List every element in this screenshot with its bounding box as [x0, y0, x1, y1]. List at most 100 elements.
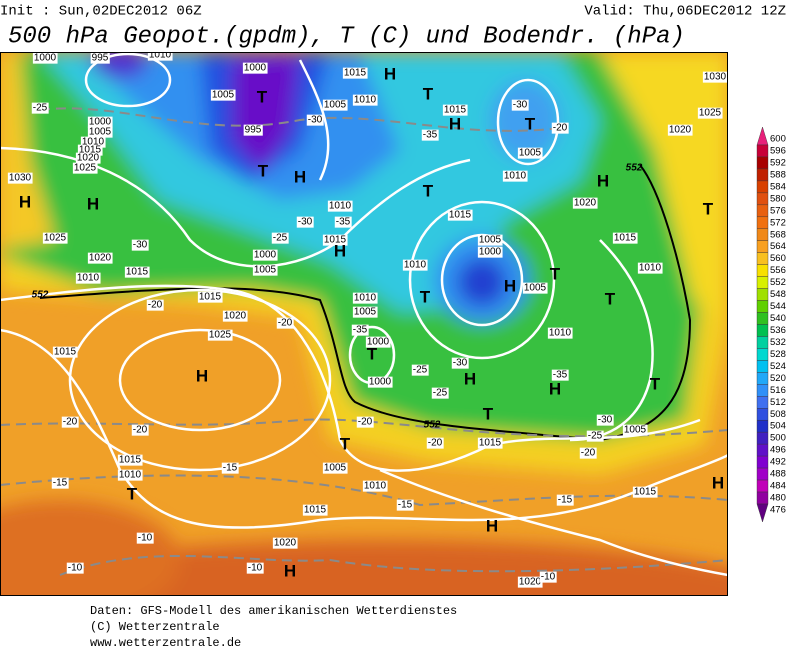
- label-box: [222, 310, 248, 322]
- label-box: [522, 282, 548, 294]
- colorbar-swatch: [756, 180, 769, 194]
- label-box: [42, 232, 68, 244]
- colorbar-label: 484: [770, 481, 786, 492]
- contour-label: -10: [138, 533, 153, 544]
- contour-label: 1005: [624, 425, 647, 436]
- colorbar-swatch: [756, 204, 769, 217]
- contour-label: 1020: [89, 253, 112, 264]
- colorbar-label: 552: [770, 277, 786, 288]
- colorbar-label: 504: [770, 421, 786, 432]
- label-box: [271, 232, 289, 244]
- colorbar-label: 524: [770, 361, 786, 372]
- contour-label: 1015: [119, 455, 142, 466]
- contour-label: -15: [223, 463, 238, 474]
- contour-label: -25: [433, 388, 448, 399]
- contour-label: -20: [553, 123, 568, 134]
- contour-label: 1010: [77, 273, 100, 284]
- label-box: [90, 52, 110, 64]
- pressure-center: H: [486, 516, 498, 535]
- label-box: [242, 62, 268, 74]
- label-box: [52, 346, 78, 358]
- label-box: [365, 336, 391, 348]
- label-box: [66, 562, 84, 574]
- label-box: [117, 454, 143, 466]
- pressure-center: H: [196, 366, 208, 385]
- colorbar-swatch: [756, 288, 769, 301]
- footer-line: (C) Wetterzentrale: [90, 620, 220, 634]
- label-box: [322, 462, 348, 474]
- label-box: [327, 200, 353, 212]
- label-box: [306, 114, 324, 126]
- colorbar-label: 568: [770, 229, 786, 240]
- footer-line: www.wetterzentrale.de: [90, 636, 241, 648]
- colorbar-label: 560: [770, 253, 786, 264]
- label-box: [75, 272, 101, 284]
- contour-label: 1020: [519, 577, 542, 588]
- label-box: [517, 147, 543, 159]
- colorbar-swatch: [756, 216, 769, 229]
- contour-label: 1020: [669, 125, 692, 136]
- label-box: [477, 437, 503, 449]
- label-box: [87, 126, 113, 138]
- colorbar-swatch: [756, 443, 769, 457]
- contour-label: -10: [68, 563, 83, 574]
- label-box: [147, 52, 173, 61]
- label-box: [352, 292, 378, 304]
- colorbar-swatch: [756, 228, 769, 241]
- colorbar-label: 488: [770, 469, 786, 480]
- colorbar-label: 528: [770, 349, 786, 360]
- colorbar-swatch: [756, 312, 769, 325]
- pressure-center: T: [525, 114, 536, 133]
- colorbar-label: 544: [770, 301, 786, 312]
- contour-label: 1015: [614, 233, 637, 244]
- contour-label: 1005: [89, 127, 112, 138]
- map-title: 500 hPa Geopot.(gpdm), T (C) und Bodendr…: [8, 23, 685, 50]
- colorbar-swatch: [756, 336, 769, 349]
- label-box: [556, 494, 574, 506]
- pressure-center: H: [384, 64, 396, 83]
- label-box: [402, 259, 428, 271]
- label-box: [572, 197, 598, 209]
- label-box: [426, 437, 444, 449]
- contour-label: 995: [92, 53, 109, 64]
- contour-label: 1005: [254, 265, 277, 276]
- colorbar-label: 516: [770, 385, 786, 396]
- label-box: [252, 249, 278, 261]
- contour-label: -20: [358, 417, 373, 428]
- contour-label: 1020: [224, 311, 247, 322]
- label-box: [547, 327, 573, 339]
- contour-label: 1015: [444, 105, 467, 116]
- contour-label: -30: [513, 100, 528, 111]
- contour-label: 1005: [354, 307, 377, 318]
- label-box: [351, 324, 369, 336]
- label-box: [362, 480, 388, 492]
- label-box: [356, 416, 374, 428]
- label-box: [334, 216, 352, 228]
- label-box: [87, 252, 113, 264]
- label-box: [276, 317, 294, 329]
- colorbar-label: 492: [770, 457, 786, 468]
- label-box: [352, 94, 378, 106]
- colorbar-label: 500: [770, 433, 786, 444]
- contour-label: 1010: [639, 263, 662, 274]
- contour-label: -20: [428, 438, 443, 449]
- colorbar-label: 564: [770, 241, 786, 252]
- contour-label: 1015: [199, 292, 222, 303]
- contour-label: 1000: [244, 63, 267, 74]
- colorbar-swatch: [756, 276, 769, 289]
- label-box: [477, 246, 503, 258]
- contour-label: -20: [278, 318, 293, 329]
- colorbar-swatch: [756, 396, 769, 409]
- label-box: [210, 89, 236, 101]
- colorbar-swatch: [756, 384, 769, 397]
- contour-label: -30: [308, 115, 323, 126]
- label-box: [7, 172, 33, 184]
- contour-label: -35: [553, 370, 568, 381]
- label-box: [221, 462, 239, 474]
- pressure-center: T: [483, 404, 494, 423]
- label-box: [207, 329, 233, 341]
- contour-label: -25: [273, 233, 288, 244]
- contour-label: -25: [413, 365, 428, 376]
- colorbar-swatch: [756, 503, 769, 523]
- colorbar-label: 556: [770, 265, 786, 276]
